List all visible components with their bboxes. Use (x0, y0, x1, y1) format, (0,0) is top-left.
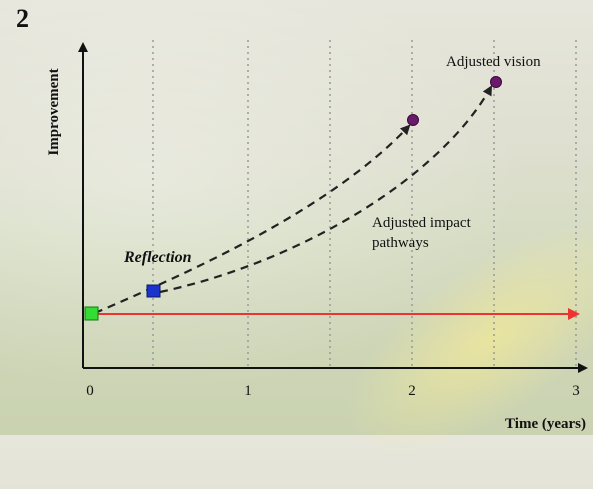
x-tick-label: 3 (572, 383, 580, 399)
reflection-marker (146, 284, 161, 298)
grid-lines (152, 40, 577, 368)
x-tick-label: 0 (86, 383, 94, 399)
x-tick-label: 1 (244, 383, 252, 399)
y-axis-label: Improvement (46, 68, 62, 155)
dashed-pathway-lower (159, 85, 492, 294)
adjusted-vision-label: Adjusted vision (446, 54, 541, 70)
panel-number: 2 (16, 4, 29, 33)
vision-marker-far (490, 76, 502, 88)
dashed-pathway-upper (94, 124, 411, 315)
vision-marker-near (407, 114, 419, 126)
adjusted-impact-label-line1: Adjusted impact (372, 215, 472, 231)
background-haze (0, 0, 593, 435)
x-tick-label: 2 (408, 383, 416, 399)
adjusted-impact-label-line2: pathways (372, 235, 429, 251)
start-marker (84, 306, 99, 321)
reflection-label: Reflection (123, 249, 192, 266)
x-axis-label: Time (years) (505, 416, 586, 432)
diagram-canvas: 0 1 2 3 Time (years) Improvement Reflect… (46, 40, 588, 432)
